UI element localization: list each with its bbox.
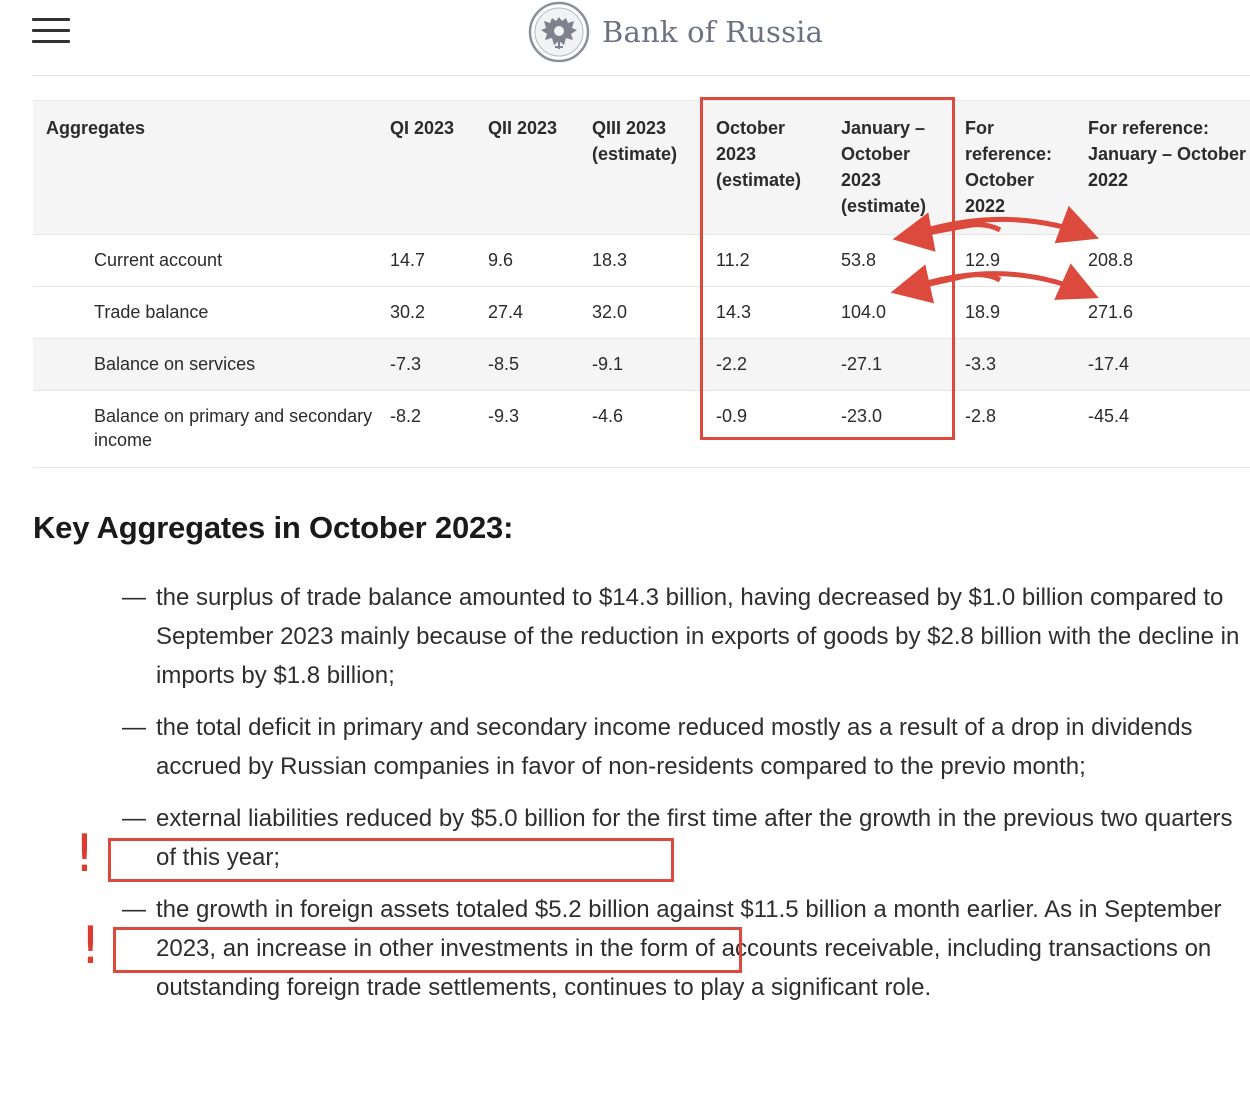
exclamation-mark-icon: !: [80, 916, 101, 976]
table-cell: -17.4: [1088, 354, 1130, 374]
list-item: — external liabilities reduced by $5.0 b…: [120, 799, 1250, 877]
table-cell: -45.4: [1088, 406, 1130, 426]
header-divider: [32, 75, 1250, 76]
key-aggregates-list: — the surplus of trade balance amounted …: [120, 578, 1250, 1020]
table-cell: 208.8: [1088, 250, 1134, 270]
list-item: — the total deficit in primary and secon…: [120, 708, 1250, 786]
table-row: Current account 14.7 9.6 18.3 11.2 53.8 …: [33, 234, 1250, 287]
exclamation-mark-icon: !: [74, 824, 95, 884]
bullet-text: the growth in foreign assets totaled $5.…: [156, 896, 1222, 1001]
bullet-text: the total deficit in primary and seconda…: [156, 714, 1193, 780]
table-cell: 14.3: [716, 302, 752, 322]
table-cell: -9.1: [592, 354, 624, 374]
bullet-dash: —: [122, 896, 146, 923]
table-cell: -23.0: [841, 406, 883, 426]
table-cell: -4.6: [592, 406, 624, 426]
table-cell: 9.6: [488, 250, 514, 270]
table-cell: 32.0: [592, 302, 628, 322]
highlight-box-2023-columns: [700, 97, 955, 440]
brand-logo[interactable]: Bank of Russia: [528, 0, 823, 64]
bullet-dash: —: [122, 805, 146, 832]
column-header: January – October 2023 (estimate): [841, 118, 927, 216]
bullet-dash: —: [122, 584, 146, 611]
table-cell: 14.7: [390, 250, 426, 270]
section-title: Key Aggregates in October 2023:: [33, 510, 514, 545]
table-cell: 18.3: [592, 250, 628, 270]
column-header: QII 2023: [488, 118, 558, 138]
column-header: October 2023 (estimate): [716, 118, 802, 190]
table-cell: 271.6: [1088, 302, 1134, 322]
table-row: Trade balance 30.2 27.4 32.0 14.3 104.0 …: [33, 286, 1250, 339]
row-label: Trade balance: [94, 302, 209, 322]
brand-name: Bank of Russia: [602, 15, 824, 49]
table-cell: -27.1: [841, 354, 883, 374]
table-row: Balance on primary and secondary income …: [33, 390, 1250, 468]
row-label: Balance on services: [94, 354, 256, 374]
hamburger-menu-icon[interactable]: [32, 18, 70, 46]
table-header-row: Aggregates QI 2023 QII 2023 QIII 2023 (e…: [33, 100, 1250, 235]
aggregates-table: Aggregates QI 2023 QII 2023 QIII 2023 (e…: [33, 100, 1250, 468]
site-header: Bank of Russia: [0, 0, 1250, 76]
table-cell: -2.2: [716, 354, 748, 374]
column-header: QI 2023: [390, 118, 455, 138]
row-label: Current account: [94, 250, 223, 270]
column-header: For reference: January – October 2022: [1088, 118, 1247, 190]
table-cell: 27.4: [488, 302, 524, 322]
list-item: — the growth in foreign assets totaled $…: [120, 890, 1250, 1007]
highlight-box-external-liabilities: [108, 838, 674, 882]
bullet-text: the surplus of trade balance amounted to…: [156, 584, 1240, 689]
table-cell: -8.5: [488, 354, 520, 374]
table-cell: 18.9: [965, 302, 1001, 322]
table-cell: -0.9: [716, 406, 748, 426]
table-cell: -8.2: [390, 406, 422, 426]
table-cell: -3.3: [965, 354, 997, 374]
table-cell: -7.3: [390, 354, 422, 374]
table-row: Balance on services -7.3 -8.5 -9.1 -2.2 …: [33, 338, 1250, 391]
table-cell: 53.8: [841, 250, 877, 270]
table-cell: -2.8: [965, 406, 997, 426]
table-cell: 104.0: [841, 302, 887, 322]
bullet-dash: —: [122, 714, 146, 741]
double-headed-eagle-emblem-icon: [528, 1, 590, 63]
column-header: For reference: October 2022: [965, 118, 1053, 216]
row-label: Balance on primary and secondary income: [94, 406, 373, 450]
table-cell: 12.9: [965, 250, 1001, 270]
aggregates-table-container: Aggregates QI 2023 QII 2023 QIII 2023 (e…: [33, 100, 1250, 468]
table-cell: -9.3: [488, 406, 520, 426]
highlight-box-foreign-assets: [113, 927, 742, 973]
table-cell: 30.2: [390, 302, 426, 322]
bullet-text: external liabilities reduced by $5.0 bil…: [156, 805, 1233, 871]
column-header: QIII 2023 (estimate): [592, 118, 678, 164]
table-cell: 11.2: [716, 250, 750, 270]
column-header: Aggregates: [46, 118, 146, 138]
list-item: — the surplus of trade balance amounted …: [120, 578, 1250, 695]
